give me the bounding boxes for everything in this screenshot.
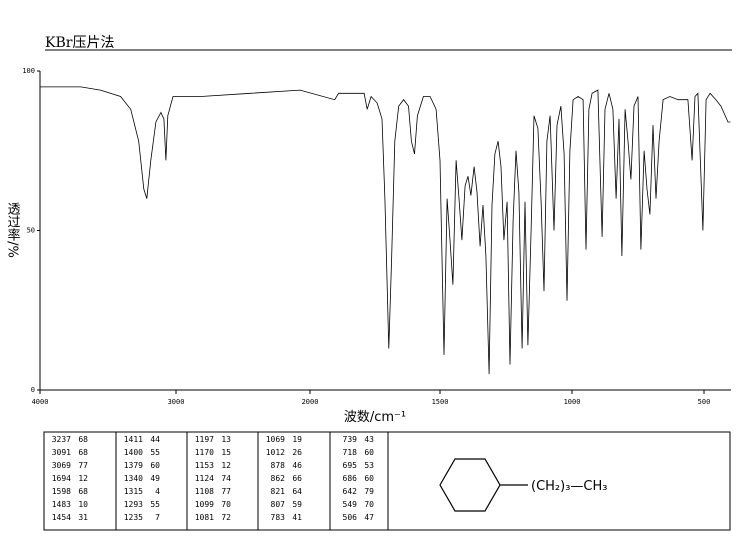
peak-transmittance: 13 [221, 435, 231, 444]
peak-transmittance: 68 [78, 448, 88, 457]
peak-transmittance: 77 [221, 487, 231, 496]
peak-transmittance: 77 [78, 461, 88, 470]
peak-wavenumber: 1081 [195, 513, 214, 522]
peak-wavenumber: 3237 [52, 435, 71, 444]
chart-title: KBr压片法 [45, 35, 114, 51]
peak-transmittance: 19 [292, 435, 302, 444]
peak-wavenumber: 1315 [124, 487, 143, 496]
peak-transmittance: 66 [292, 474, 302, 483]
structure-label: (CH₂)₃—CH₃ [531, 479, 607, 494]
peak-transmittance: 70 [221, 500, 231, 509]
peak-wavenumber: 862 [271, 474, 286, 483]
peak-transmittance: 55 [150, 500, 160, 509]
y-tick-label: 0 [31, 386, 35, 394]
peak-wavenumber: 3069 [52, 461, 71, 470]
peak-wavenumber: 642 [343, 487, 358, 496]
peak-wavenumber: 1411 [124, 435, 143, 444]
peak-wavenumber: 1170 [195, 448, 214, 457]
peak-transmittance: 15 [221, 448, 231, 457]
peak-wavenumber: 718 [343, 448, 358, 457]
peak-wavenumber: 1694 [52, 474, 71, 483]
peak-wavenumber: 1124 [195, 474, 214, 483]
x-tick-label: 2000 [302, 398, 319, 406]
peak-transmittance: 72 [221, 513, 231, 522]
peak-transmittance: 68 [78, 487, 88, 496]
y-tick-label: 50 [27, 227, 35, 235]
peak-transmittance: 79 [364, 487, 374, 496]
x-axis-label: 波数/cm⁻¹ [344, 410, 406, 425]
peak-transmittance: 60 [364, 474, 374, 483]
peak-transmittance: 55 [150, 448, 160, 457]
peak-transmittance: 60 [150, 461, 160, 470]
x-tick-label: 1000 [564, 398, 581, 406]
peak-wavenumber: 739 [343, 435, 358, 444]
peak-wavenumber: 1197 [195, 435, 214, 444]
peak-wavenumber: 1598 [52, 487, 71, 496]
peak-wavenumber: 1293 [124, 500, 143, 509]
peak-transmittance: 41 [292, 513, 302, 522]
peak-transmittance: 4 [155, 487, 160, 496]
x-tick-label: 4000 [32, 398, 49, 406]
peak-transmittance: 59 [292, 500, 302, 509]
peak-wavenumber: 1400 [124, 448, 143, 457]
peak-wavenumber: 549 [343, 500, 358, 509]
peak-wavenumber: 3091 [52, 448, 71, 457]
peak-wavenumber: 1108 [195, 487, 214, 496]
spectrum-line [40, 86, 731, 375]
y-tick-label: 100 [22, 67, 35, 75]
peak-wavenumber: 686 [343, 474, 358, 483]
peak-transmittance: 43 [364, 435, 374, 444]
peak-wavenumber: 506 [343, 513, 358, 522]
peak-wavenumber: 1153 [195, 461, 214, 470]
peak-wavenumber: 695 [343, 461, 358, 470]
table-frame [43, 431, 731, 531]
peak-transmittance: 49 [150, 474, 160, 483]
peak-wavenumber: 1340 [124, 474, 143, 483]
peak-wavenumber: 1454 [52, 513, 71, 522]
cyclohexane-ring [439, 458, 501, 512]
peak-wavenumber: 807 [271, 500, 286, 509]
peak-transmittance: 53 [364, 461, 374, 470]
peak-transmittance: 26 [292, 448, 302, 457]
peak-wavenumber: 1379 [124, 461, 143, 470]
peak-transmittance: 68 [78, 435, 88, 444]
peak-wavenumber: 783 [271, 513, 286, 522]
peak-wavenumber: 1483 [52, 500, 71, 509]
peak-transmittance: 12 [221, 461, 231, 470]
peak-transmittance: 60 [364, 448, 374, 457]
peak-transmittance: 31 [78, 513, 88, 522]
peak-transmittance: 10 [78, 500, 88, 509]
peak-transmittance: 12 [78, 474, 88, 483]
peak-transmittance: 7 [155, 513, 160, 522]
peak-wavenumber: 1012 [266, 448, 285, 457]
peak-transmittance: 46 [292, 461, 302, 470]
peak-transmittance: 47 [364, 513, 374, 522]
peak-wavenumber: 821 [271, 487, 286, 496]
peak-wavenumber: 1099 [195, 500, 214, 509]
peak-wavenumber: 1069 [266, 435, 285, 444]
peak-transmittance: 74 [221, 474, 231, 483]
peak-transmittance: 64 [292, 487, 302, 496]
peak-transmittance: 44 [150, 435, 160, 444]
peak-wavenumber: 1235 [124, 513, 143, 522]
peak-transmittance: 70 [364, 500, 374, 509]
x-tick-label: 1500 [432, 398, 449, 406]
x-tick-label: 500 [698, 398, 711, 406]
y-axis-label: 透过率/% [5, 202, 21, 258]
x-tick-label: 3000 [168, 398, 185, 406]
peak-wavenumber: 878 [271, 461, 286, 470]
